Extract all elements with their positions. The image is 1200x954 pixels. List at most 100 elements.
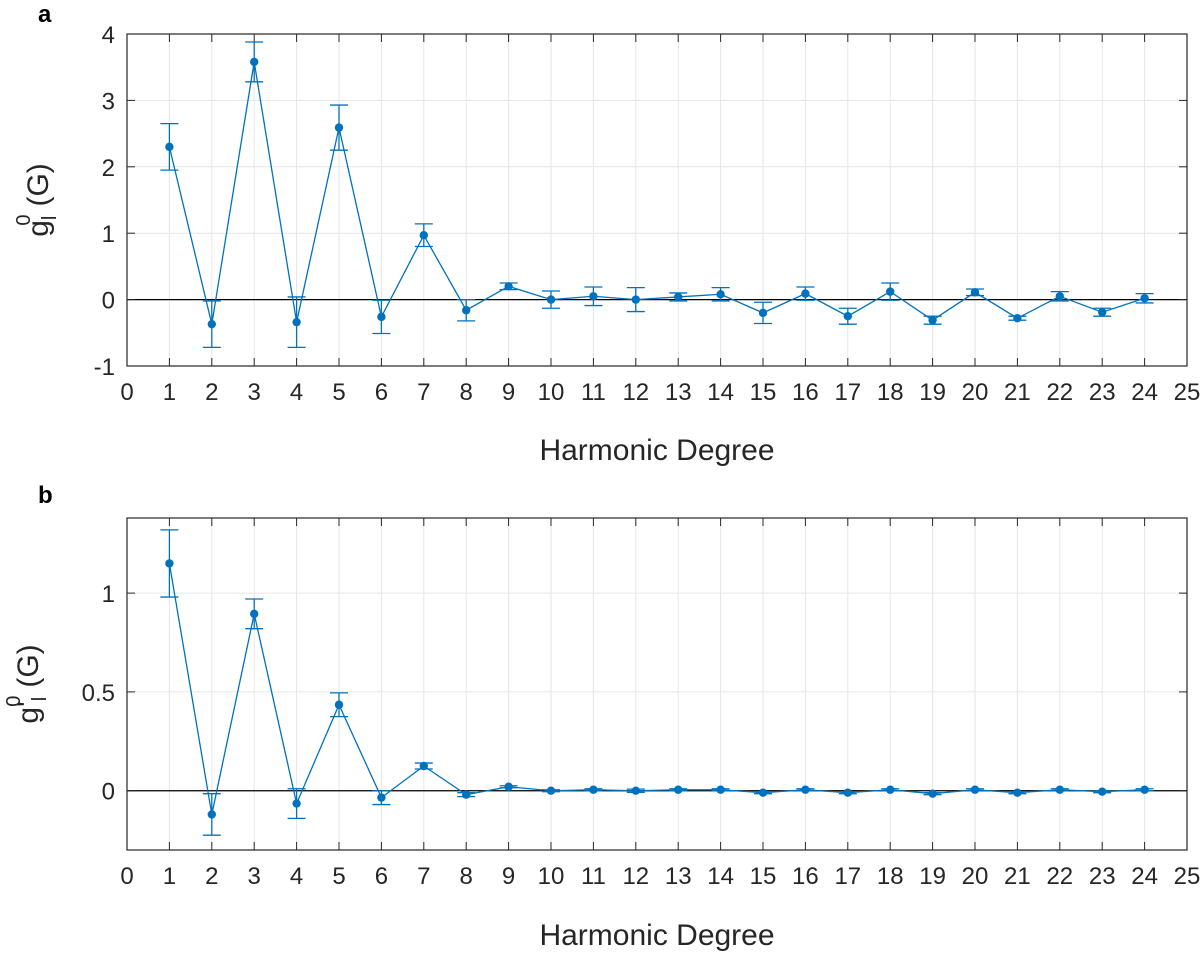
x-tick-label: 11 [581,379,606,406]
data-point [546,295,556,304]
y-tick-label: -1 [94,354,115,381]
data-point [970,288,980,297]
data-point [1055,785,1065,794]
y-axis-title-base: g [22,220,55,237]
panel-label: b [38,482,53,509]
x-tick-label: 8 [460,863,473,890]
data-point [462,790,471,799]
y-tick-label: 3 [102,88,115,115]
x-axis-title: Harmonic Degree [539,919,774,952]
data-point [292,317,301,327]
x-tick-label: 14 [707,379,734,406]
x-tick-label: 5 [332,379,345,406]
data-point [377,793,386,802]
data-point [928,789,937,798]
data-point [843,312,852,321]
data-point [674,785,683,794]
x-tick-label: 13 [665,379,692,406]
x-tick-label: 19 [919,379,946,406]
data-point [504,282,513,291]
data-point [886,287,895,296]
data-point [165,559,174,568]
x-tick-label: 15 [750,863,777,890]
y-tick-label: 2 [102,155,115,182]
x-tick-label: 21 [1004,379,1031,406]
data-point [970,785,980,794]
data-point [1098,787,1107,796]
data-point [419,761,428,771]
x-tick-label: 2 [205,379,218,406]
x-tick-label: 23 [1089,379,1116,406]
data-point [886,785,895,794]
grid [126,33,1188,367]
y-tick-label: 4 [102,22,115,49]
x-tick-label: 10 [538,379,565,406]
x-tick-label: 6 [375,379,388,406]
data-point [334,700,344,709]
data-point [674,292,683,302]
x-tick-label: 3 [248,379,261,406]
x-tick-label: 8 [460,379,473,406]
x-tick-label: 11 [581,863,606,890]
x-tick-label: 0 [120,379,133,406]
x-tick-label: 21 [1004,863,1031,890]
y-tick-label: 0 [102,288,115,315]
x-tick-label: 9 [502,379,515,406]
data-point [1055,292,1065,301]
data-point [801,289,810,298]
data-point [801,785,810,794]
x-tick-label: 23 [1089,863,1116,890]
y-axis-title: gl0 (G) [13,163,61,237]
x-tick-label: 14 [707,863,734,890]
x-tick-label: 12 [622,863,649,890]
x-tick-label: 24 [1131,379,1158,406]
series-line [168,61,1145,325]
x-tick-label: 9 [502,863,515,890]
data-point [631,786,640,795]
y-axis-title-unit: (G) [22,163,55,206]
data-point [631,295,640,304]
y-tick-label: 0 [102,779,115,806]
y-axis-title-sup: 0 [3,696,25,707]
x-tick-label: 20 [962,379,989,406]
x-tick-label: 0 [120,863,133,890]
x-tick-label: 4 [290,863,303,890]
x-tick-label: 18 [877,863,904,890]
x-tick-label: 20 [962,863,989,890]
x-tick-label: 3 [248,863,261,890]
x-tick-label: 25 [1174,379,1200,406]
series-line [168,563,1145,815]
x-tick-label: 19 [919,863,946,890]
data-point [292,799,301,808]
y-axis-title-unit: (G) [12,644,45,687]
data-point [207,319,216,329]
data-point [843,788,852,797]
data-point [546,786,556,795]
axes-frame [126,517,1188,851]
x-tick-label: 7 [417,863,430,890]
data-point [758,308,768,318]
data-point [928,315,937,325]
data-point [207,810,216,819]
x-tick-label: 6 [375,863,388,890]
x-tick-label: 22 [1046,863,1073,890]
y-axis-title: g'l0 (G) [3,644,51,723]
x-tick-label: 5 [332,863,345,890]
data-point [1140,294,1149,303]
data-point [758,788,768,797]
data-point [1013,313,1022,323]
data-point [250,57,259,67]
x-tick-label: 7 [417,379,430,406]
x-tick-label: 1 [163,379,176,406]
x-tick-label: 15 [750,379,777,406]
y-tick-label: 0.5 [82,680,115,707]
x-tick-label: 17 [834,863,861,890]
x-tick-label: 17 [834,379,861,406]
data-point [1013,788,1022,797]
x-tick-label: 25 [1174,863,1200,890]
data-point [462,306,471,315]
x-tick-label: 18 [877,379,904,406]
data-point [589,785,598,794]
x-tick-label: 4 [290,379,303,406]
